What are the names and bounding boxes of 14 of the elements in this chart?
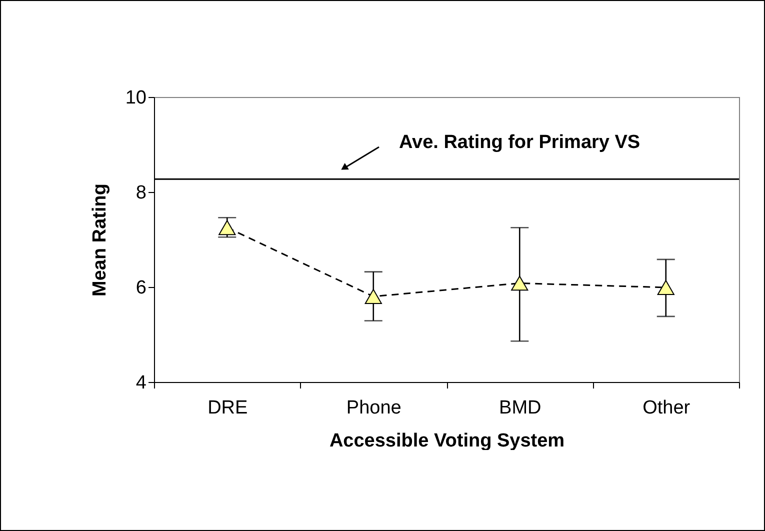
y-tick-label: 6 <box>136 278 146 298</box>
x-tick-label: Other <box>642 398 691 418</box>
x-tick-label: BMD <box>499 398 542 418</box>
y-tick-label: 10 <box>125 88 146 108</box>
point <box>657 280 674 295</box>
ref-line-label: Ave. Rating for Primary VS <box>399 132 640 154</box>
y-tick-label: 8 <box>136 182 146 204</box>
point <box>218 220 236 236</box>
point <box>511 276 528 291</box>
x-tick-label: Phone <box>346 398 402 418</box>
y-axis-title: Mean Rating <box>89 184 110 296</box>
x-tick-label: DRE <box>208 398 248 418</box>
y-tick-label: 4 <box>136 372 147 394</box>
point <box>364 289 382 304</box>
